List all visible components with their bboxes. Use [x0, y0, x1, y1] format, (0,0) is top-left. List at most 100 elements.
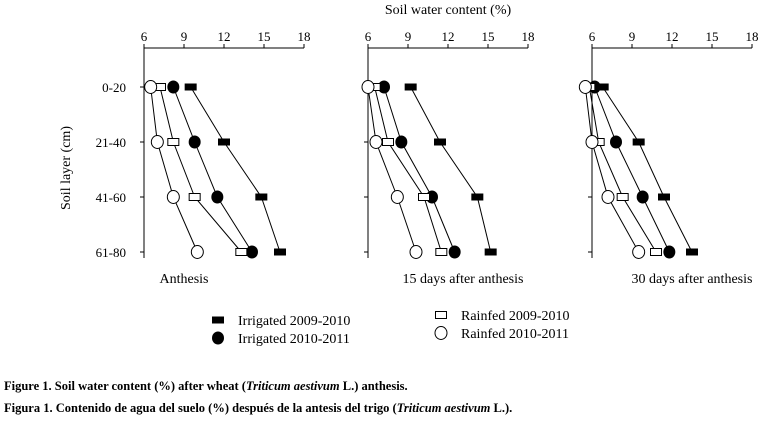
data-point-rainfed-2010-2011: [578, 80, 592, 94]
soil-layer-label-21-40: 21-40: [96, 135, 126, 150]
data-point-rainfed-2009-2010: [616, 193, 629, 201]
series-line-irrigated-2009-2010: [190, 86, 281, 253]
data-point-rainfed-2010-2011: [409, 245, 423, 259]
caption-es-prefix: Figura 1. Contenido de agua del suelo (%…: [4, 401, 397, 415]
data-point-irrigated-2009-2010: [274, 248, 286, 256]
data-point-rainfed-2009-2010: [418, 193, 430, 201]
legend-marker-irrigated-2009-2010: [212, 316, 224, 324]
legend-marker-irrigated-2010-2011: [212, 331, 224, 345]
legend-label-irrigated-2009-2010: Irrigated 2009-2010: [238, 314, 350, 329]
data-point-irrigated-2009-2010: [658, 193, 670, 201]
caption-en-species: Triticum aestivum: [245, 379, 340, 393]
x-tick-label-6: 6: [365, 29, 372, 44]
data-point-rainfed-2010-2011: [601, 190, 615, 204]
figure-caption-spanish: Figura 1. Contenido de agua del suelo (%…: [4, 401, 512, 416]
soil-water-figure: Soil water content (%) Soil layer (cm) 0…: [59, 3, 759, 347]
x-tick-label-18: 18: [522, 29, 535, 44]
caption-en-suffix: L.) anthesis.: [339, 379, 408, 393]
soil-layer-label-41-60: 41-60: [96, 190, 126, 205]
data-point-rainfed-2010-2011: [361, 80, 375, 94]
x-tick-label-9: 9: [181, 29, 188, 44]
data-point-irrigated-2009-2010: [632, 138, 645, 146]
data-point-irrigated-2009-2010: [596, 83, 609, 91]
series-line-rainfed-2010-2011: [584, 86, 640, 253]
soil-layer-label-61-80: 61-80: [96, 245, 126, 260]
legend-marker-rainfed-2010-2011: [434, 326, 448, 340]
panel-label-2: 15 days after anthesis: [403, 272, 524, 287]
legend-marker-rainfed-2009-2010: [435, 311, 447, 319]
data-point-irrigated-2010-2011: [378, 80, 390, 94]
data-point-rainfed-2009-2010: [650, 248, 662, 256]
panel-3: 6 9 12 15 18 30 days after anthesis: [578, 29, 759, 287]
series-line-rainfed-2010-2011: [150, 86, 198, 253]
x-tick-label-9: 9: [629, 29, 636, 44]
data-point-irrigated-2009-2010: [471, 193, 484, 201]
data-point-irrigated-2010-2011: [188, 135, 201, 149]
series-line-irrigated-2010-2011: [594, 86, 670, 253]
chart-title: Soil water content (%): [385, 3, 512, 18]
data-point-rainfed-2010-2011: [166, 190, 180, 204]
data-point-irrigated-2010-2011: [448, 245, 461, 259]
caption-en-prefix: Figure 1. Soil water content (%) after w…: [4, 379, 246, 393]
panel-2: 6 9 12 15 18 15 days after anthesis: [361, 29, 535, 287]
x-tick-label-12: 12: [218, 29, 231, 44]
data-point-rainfed-2009-2010: [235, 248, 248, 256]
data-point-irrigated-2010-2011: [636, 190, 649, 204]
legend-label-rainfed-2010-2011: Rainfed 2010-2011: [461, 327, 569, 342]
data-point-rainfed-2010-2011: [150, 135, 164, 149]
series-line-irrigated-2009-2010: [602, 86, 693, 253]
x-tick-label-12: 12: [442, 29, 455, 44]
x-tick-label-18: 18: [746, 29, 759, 44]
data-point-irrigated-2009-2010: [484, 248, 497, 256]
y-axis-label: Soil layer (cm): [59, 126, 74, 210]
x-tick-label-15: 15: [706, 29, 719, 44]
data-point-irrigated-2010-2011: [167, 80, 180, 94]
series-line-irrigated-2010-2011: [383, 86, 456, 253]
chart-panels: 6 9 12 15 18 Anthesis 6 9 12 15 18 15 days after an…: [140, 29, 759, 287]
data-point-rainfed-2010-2011: [190, 245, 204, 259]
data-point-irrigated-2009-2010: [434, 138, 446, 146]
x-tick-label-12: 12: [666, 29, 679, 44]
soil-layer-tick-labels: 0-20 21-40 41-60 61-80: [96, 80, 126, 260]
data-point-rainfed-2010-2011: [632, 245, 646, 259]
caption-es-suffix: L.).: [490, 401, 513, 415]
data-point-irrigated-2009-2010: [686, 248, 698, 256]
series-line-rainfed-2009-2010: [374, 86, 442, 253]
panel-label-3: 30 days after anthesis: [632, 272, 753, 287]
data-point-rainfed-2009-2010: [167, 138, 180, 146]
figure-caption-english: Figure 1. Soil water content (%) after w…: [4, 379, 408, 394]
data-point-rainfed-2010-2011: [369, 135, 383, 149]
legend-label-irrigated-2010-2011: Irrigated 2010-2011: [238, 332, 350, 347]
series-line-irrigated-2009-2010: [410, 86, 492, 253]
series-line-rainfed-2010-2011: [367, 86, 417, 253]
x-tick-label-6: 6: [141, 29, 148, 44]
data-point-rainfed-2010-2011: [144, 80, 158, 94]
data-point-rainfed-2009-2010: [188, 193, 201, 201]
caption-es-species: Triticum aestivum: [396, 401, 491, 415]
series-line-irrigated-2010-2011: [172, 86, 253, 253]
x-tick-label-9: 9: [405, 29, 412, 44]
data-point-irrigated-2010-2011: [663, 245, 676, 259]
panel-1: 6 9 12 15 18 Anthesis: [140, 29, 311, 287]
data-point-irrigated-2009-2010: [218, 138, 230, 146]
data-point-irrigated-2009-2010: [184, 83, 197, 91]
legend: Irrigated 2009-2010 Irrigated 2010-2011 Ra…: [212, 309, 569, 347]
x-tick-label-15: 15: [258, 29, 271, 44]
panel-label-1: Anthesis: [160, 272, 209, 287]
series-line-rainfed-2009-2010: [588, 86, 657, 253]
data-point-irrigated-2009-2010: [255, 193, 268, 201]
data-point-rainfed-2010-2011: [390, 190, 404, 204]
series-line-rainfed-2009-2010: [159, 86, 242, 253]
data-point-irrigated-2010-2011: [610, 135, 622, 149]
x-tick-label-15: 15: [482, 29, 495, 44]
data-point-rainfed-2010-2011: [585, 135, 599, 149]
soil-layer-label-0-20: 0-20: [102, 80, 126, 95]
data-point-irrigated-2010-2011: [395, 135, 408, 149]
x-tick-label-6: 6: [589, 29, 596, 44]
data-point-irrigated-2010-2011: [246, 245, 258, 259]
data-point-rainfed-2009-2010: [435, 248, 448, 256]
x-tick-label-18: 18: [298, 29, 311, 44]
data-point-rainfed-2009-2010: [382, 138, 394, 146]
legend-label-rainfed-2009-2010: Rainfed 2009-2010: [461, 309, 569, 324]
data-point-irrigated-2009-2010: [404, 83, 417, 91]
